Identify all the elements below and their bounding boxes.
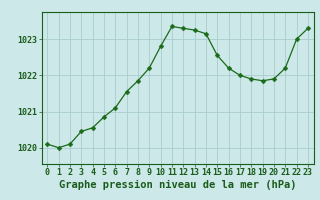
X-axis label: Graphe pression niveau de la mer (hPa): Graphe pression niveau de la mer (hPa) [59,180,296,190]
